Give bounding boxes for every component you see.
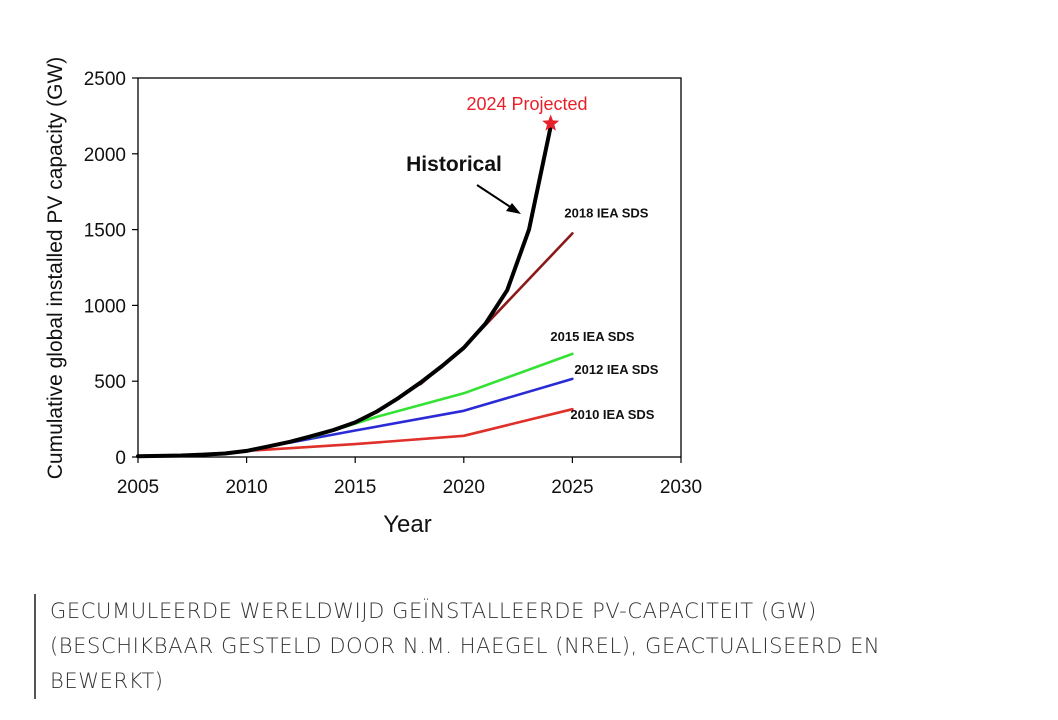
y-axis-title: Cumulative global installed PV capacity …: [44, 57, 67, 480]
x-tick-label: 2005: [117, 477, 159, 498]
series-label: 2012 IEA SDS: [574, 362, 658, 377]
series-label: 2010 IEA SDS: [570, 407, 654, 422]
x-tick-label: 2010: [225, 477, 267, 498]
y-tick-label: 0: [115, 448, 126, 469]
annotation-arrow-shaft: [476, 184, 516, 211]
x-tick-label: 2025: [551, 477, 593, 498]
x-tick-label: 2015: [334, 477, 376, 498]
x-tick-label: 2020: [443, 477, 485, 498]
y-tick-label: 2000: [84, 145, 126, 166]
y-tick-label: 2500: [84, 69, 126, 90]
y-tick-label: 1500: [84, 221, 126, 242]
x-tick-label: 2030: [660, 477, 702, 498]
series-label: 2015 IEA SDS: [550, 329, 634, 344]
projected-label: 2024 Projected: [466, 94, 587, 114]
caption-line-1: GECUMULEERDE WERELDWIJD GEÏNSTALLEERDE P…: [50, 599, 817, 623]
historical-annotation: Historical: [406, 153, 502, 176]
projected-star-marker: [542, 114, 560, 131]
series-line-historical: [136, 124, 553, 459]
plot-frame: [137, 77, 682, 458]
x-axis-title: Year: [383, 511, 432, 538]
pv-capacity-chart: 2005 2010 2015 2020 2025 2030 0 500 1000 1500 2000…: [44, 57, 702, 538]
annotation-arrowhead: [506, 203, 521, 214]
caption-line-2: (BESCHIKBAAR GESTELD DOOR N.M. HAEGEL (N…: [50, 634, 881, 658]
figure-caption: GECUMULEERDE WERELDWIJD GEÏNSTALLEERDE P…: [34, 594, 1040, 699]
series-line-2010-iea-sds: [245, 407, 574, 453]
series-label: 2018 IEA SDS: [564, 205, 648, 220]
series-line-2012-iea-sds: [288, 377, 574, 444]
caption-line-3: BEWERKT): [50, 669, 164, 693]
y-tick-label: 1000: [84, 296, 126, 317]
y-tick-label: 500: [94, 372, 126, 393]
